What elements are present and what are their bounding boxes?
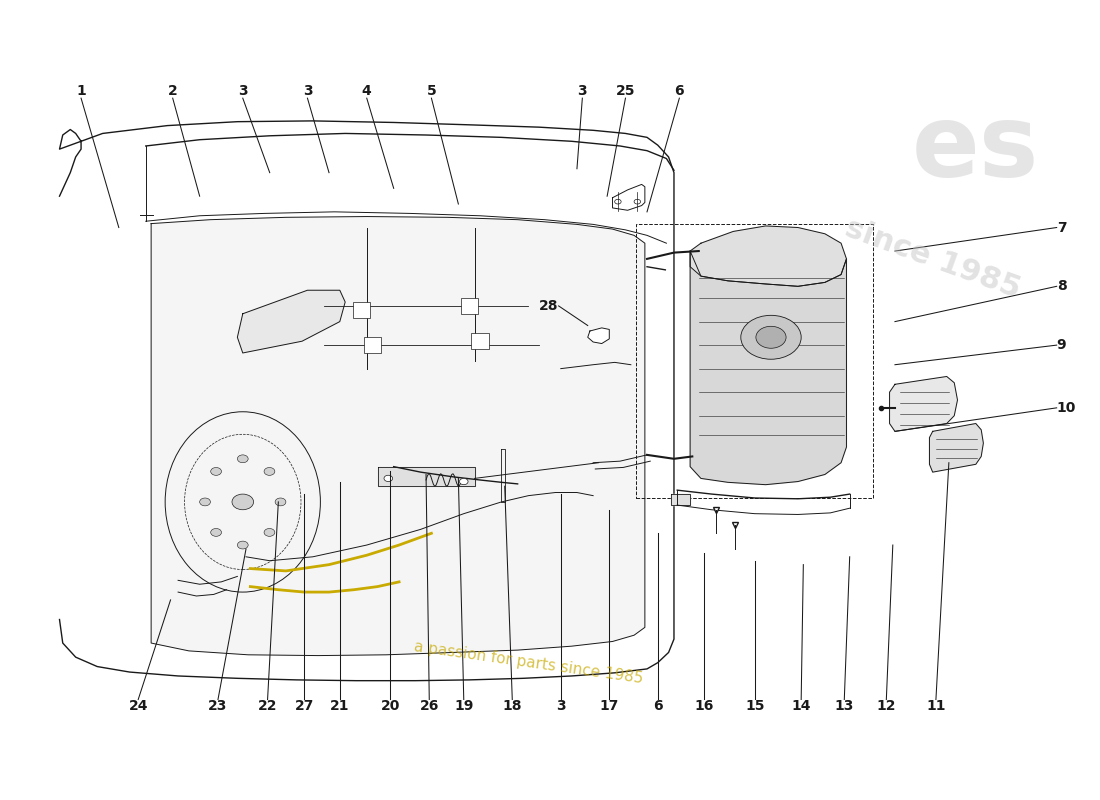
Polygon shape	[377, 466, 474, 486]
Text: 22: 22	[257, 699, 277, 714]
Text: 25: 25	[616, 84, 635, 98]
Circle shape	[740, 315, 801, 359]
Polygon shape	[930, 423, 983, 472]
Circle shape	[238, 541, 249, 549]
Circle shape	[460, 478, 469, 485]
Text: 10: 10	[1057, 401, 1076, 415]
Text: 16: 16	[694, 699, 714, 714]
Circle shape	[275, 498, 286, 506]
Text: 3: 3	[302, 84, 312, 98]
Circle shape	[211, 467, 221, 475]
Polygon shape	[890, 377, 957, 431]
Text: 3: 3	[238, 84, 248, 98]
Text: 19: 19	[454, 699, 473, 714]
Bar	[471, 334, 488, 349]
Polygon shape	[613, 184, 645, 210]
Text: 26: 26	[419, 699, 439, 714]
Circle shape	[264, 467, 275, 475]
Text: 13: 13	[835, 699, 854, 714]
Text: 18: 18	[503, 699, 522, 714]
Text: 9: 9	[1057, 338, 1066, 352]
Text: 17: 17	[600, 699, 619, 714]
Polygon shape	[587, 328, 609, 343]
Text: 24: 24	[129, 699, 149, 714]
Text: 12: 12	[877, 699, 896, 714]
Text: 11: 11	[926, 699, 946, 714]
Text: 8: 8	[1057, 279, 1066, 294]
Text: 2: 2	[168, 84, 177, 98]
Text: 4: 4	[362, 84, 372, 98]
Circle shape	[615, 199, 622, 204]
Circle shape	[384, 475, 393, 482]
Circle shape	[200, 498, 210, 506]
Text: 23: 23	[208, 699, 228, 714]
Text: 1: 1	[76, 84, 86, 98]
Bar	[353, 302, 370, 318]
Text: 6: 6	[674, 84, 684, 98]
Text: 5: 5	[427, 84, 437, 98]
Bar	[461, 298, 477, 314]
Circle shape	[264, 529, 275, 536]
Text: 21: 21	[330, 699, 350, 714]
Text: 3: 3	[556, 699, 565, 714]
Circle shape	[232, 494, 253, 510]
Text: es: es	[912, 101, 1040, 198]
Bar	[363, 338, 381, 353]
Circle shape	[756, 326, 786, 348]
Polygon shape	[671, 494, 690, 505]
Polygon shape	[690, 251, 847, 485]
Polygon shape	[238, 290, 345, 353]
Circle shape	[634, 199, 640, 204]
Text: 3: 3	[578, 84, 587, 98]
Circle shape	[211, 529, 221, 536]
Bar	[636, 223, 873, 498]
Text: 28: 28	[539, 299, 559, 313]
Polygon shape	[59, 121, 674, 681]
Polygon shape	[690, 226, 847, 286]
Text: 6: 6	[653, 699, 662, 714]
Text: 7: 7	[1057, 221, 1066, 234]
Text: a passion for parts since 1985: a passion for parts since 1985	[412, 639, 644, 686]
Text: 15: 15	[745, 699, 764, 714]
Text: 20: 20	[381, 699, 400, 714]
Polygon shape	[151, 217, 645, 655]
Text: 14: 14	[791, 699, 811, 714]
Circle shape	[238, 455, 249, 462]
Text: since 1985: since 1985	[840, 214, 1024, 304]
Text: 27: 27	[295, 699, 313, 714]
